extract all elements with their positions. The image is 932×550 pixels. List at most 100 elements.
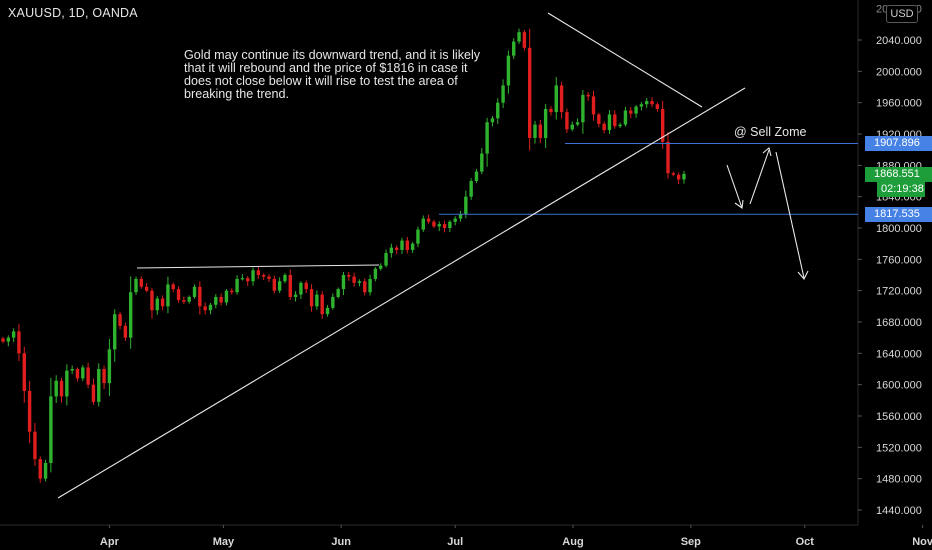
candle-body xyxy=(591,96,596,115)
candle-body xyxy=(363,281,367,293)
candle-body xyxy=(208,304,213,311)
candle-body xyxy=(182,300,186,302)
candle-body xyxy=(676,174,681,180)
candle-body xyxy=(368,278,372,293)
x-tick-label: Jul xyxy=(447,536,463,548)
candle-body xyxy=(586,94,590,97)
candle-body xyxy=(453,218,457,222)
x-tick-label: May xyxy=(213,536,235,548)
candle-body xyxy=(166,284,170,307)
candle-body xyxy=(379,265,383,269)
candle-body xyxy=(432,221,436,227)
y-tick-label: 2000.000 xyxy=(876,66,922,78)
candle-body xyxy=(155,298,159,311)
y-tick-label: 1760.000 xyxy=(876,254,922,266)
projection-arrowhead xyxy=(797,270,809,280)
last-price-tag: 1868.551 xyxy=(865,166,932,182)
candle-body xyxy=(416,229,420,244)
projection-arrow-up xyxy=(749,149,770,205)
y-tick-label: 1440.000 xyxy=(876,505,922,517)
candle-body xyxy=(315,294,319,307)
candle-body xyxy=(607,114,612,131)
y-tick-label: 1800.000 xyxy=(876,223,922,235)
candle-body xyxy=(666,141,670,174)
candle-body xyxy=(139,278,144,287)
candle-body xyxy=(107,349,112,384)
candle-body xyxy=(373,268,378,279)
candle-body xyxy=(527,47,532,138)
time-axis[interactable]: Apr May Jun Jul Aug Sep Oct Nov xyxy=(100,525,932,548)
candle-body xyxy=(219,296,223,303)
bar-countdown-tag: 02:19:38 xyxy=(877,181,925,197)
candle-body xyxy=(458,213,463,219)
candle-body xyxy=(682,173,686,180)
candle-body xyxy=(357,281,362,283)
candle-body xyxy=(671,173,676,175)
candle-body xyxy=(123,325,128,338)
candle-body xyxy=(187,296,191,302)
candle-body xyxy=(448,221,452,228)
descending-trendline xyxy=(547,12,703,108)
candle-body xyxy=(320,294,324,315)
candle-body xyxy=(6,337,11,342)
candle-body xyxy=(464,196,468,214)
candle-body xyxy=(11,331,16,338)
candle-body xyxy=(496,102,500,119)
candle-body xyxy=(75,369,80,379)
x-tick-label: Nov xyxy=(912,536,932,548)
candle-body xyxy=(27,390,32,432)
y-tick-label: 1960.000 xyxy=(876,98,922,110)
candle-body xyxy=(660,108,665,142)
candle-body xyxy=(160,298,165,307)
support-level-price-tag: 1817.535 xyxy=(865,206,932,222)
currency-button[interactable]: USD xyxy=(886,5,918,23)
candle-body xyxy=(150,290,154,311)
projection-arrowhead xyxy=(762,147,772,157)
candle-body xyxy=(549,108,553,113)
candle-body xyxy=(554,85,558,113)
candle-body xyxy=(59,380,64,397)
candle-body xyxy=(102,369,106,384)
x-tick-label: Sep xyxy=(681,536,701,548)
candlestick-series xyxy=(1,28,686,483)
candle-body xyxy=(645,101,649,105)
axis-frame xyxy=(0,0,859,526)
candle-body xyxy=(22,353,26,391)
y-tick-label: 1640.000 xyxy=(876,348,922,360)
projection-arrowhead xyxy=(734,199,744,209)
candle-body xyxy=(602,123,606,131)
symbol-title: XAUUSD, 1D, OANDA xyxy=(8,6,138,20)
candle-body xyxy=(634,106,638,114)
candle-body xyxy=(565,112,569,130)
candle-body xyxy=(389,247,394,254)
candle-body xyxy=(1,338,5,342)
x-tick-label: Aug xyxy=(562,536,583,548)
candle-body xyxy=(426,218,431,222)
candle-body xyxy=(485,122,489,154)
candle-body xyxy=(512,41,516,56)
candle-body xyxy=(384,253,388,266)
candle-body xyxy=(421,218,425,230)
candle-body xyxy=(240,278,245,280)
candle-body xyxy=(224,290,229,303)
candle-body xyxy=(97,369,101,402)
candle-body xyxy=(128,292,133,338)
candle-body xyxy=(38,459,42,479)
candle-body xyxy=(655,104,660,109)
candle-body xyxy=(283,275,287,282)
candle-body xyxy=(246,278,250,282)
candle-body xyxy=(400,240,404,250)
candle-body xyxy=(325,307,330,315)
candle-body xyxy=(442,224,447,228)
candle-body xyxy=(299,282,303,295)
sell-zone-label: @ Sell Zome xyxy=(734,125,807,139)
price-axis[interactable]: 1440.000 1480.000 1520.000 1560.000 1600.000… xyxy=(858,4,922,517)
y-tick-label: 1680.000 xyxy=(876,317,922,329)
candle-body xyxy=(198,286,202,307)
candle-body xyxy=(394,247,399,250)
drawing-layer xyxy=(57,12,809,499)
candle-body xyxy=(506,55,511,86)
candle-body xyxy=(91,384,96,402)
candle-body xyxy=(309,289,314,307)
